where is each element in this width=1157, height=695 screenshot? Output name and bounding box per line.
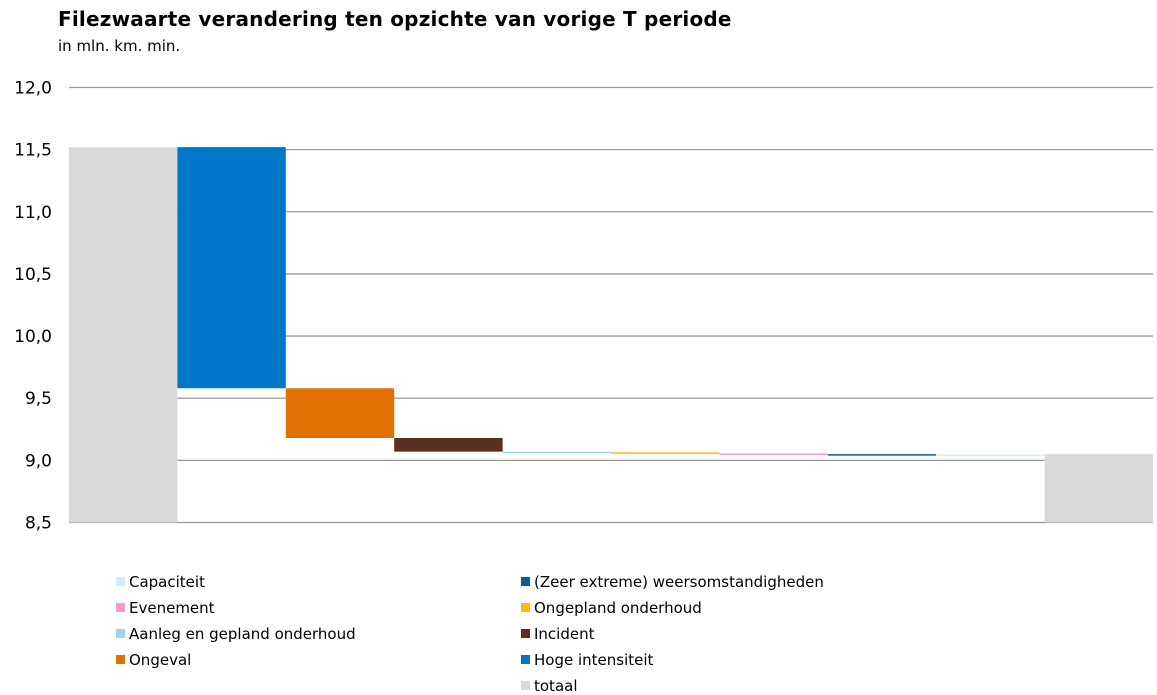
legend-label: Capaciteit xyxy=(129,573,205,591)
legend-label: Incident xyxy=(534,625,595,643)
legend-swatch xyxy=(521,681,530,690)
y-tick-label: 8,5 xyxy=(25,514,52,534)
waterfall-bar xyxy=(827,454,937,456)
waterfall-bar xyxy=(1044,454,1153,523)
legend-swatch xyxy=(116,655,125,664)
waterfall-bar xyxy=(394,437,503,452)
waterfall-bar xyxy=(502,451,611,454)
legend-label: (Zeer extreme) weersomstandigheden xyxy=(534,573,824,591)
legend-swatch xyxy=(116,629,125,638)
legend-swatch xyxy=(521,655,530,664)
waterfall-bar xyxy=(719,453,828,456)
legend-label: Aanleg en gepland onderhoud xyxy=(129,625,356,643)
y-tick-label: 9,0 xyxy=(25,451,52,471)
y-tick-label: 10,5 xyxy=(14,265,52,285)
waterfall-bar xyxy=(69,147,178,523)
chart-title: Filezwaarte verandering ten opzichte van… xyxy=(58,7,732,31)
y-tick-label: 10,0 xyxy=(14,327,52,347)
y-tick-label: 9,5 xyxy=(25,389,52,409)
legend-swatch xyxy=(521,577,530,586)
legend-label: Ongepland onderhoud xyxy=(534,599,702,617)
legend-swatch xyxy=(521,603,530,612)
y-tick-label: 12,0 xyxy=(14,79,52,99)
waterfall-chart: 8,5 9,0 9,5 10,0 10,5 11,0 11,5 12,0 xyxy=(14,79,1153,534)
legend-label: Hoge intensiteit xyxy=(534,651,654,669)
legend-swatch xyxy=(521,629,530,638)
y-tick-label: 11,0 xyxy=(14,203,52,223)
y-tick-label: 11,5 xyxy=(14,141,52,161)
waterfall-bar xyxy=(177,147,286,389)
legend-label: Evenement xyxy=(129,599,215,617)
waterfall-bar xyxy=(285,388,395,438)
waterfall-bar xyxy=(611,452,720,454)
legend-label: totaal xyxy=(534,677,578,695)
legend-label: Ongeval xyxy=(129,651,192,669)
legend-swatch xyxy=(116,577,125,586)
legend-swatch xyxy=(116,603,125,612)
waterfall-bar xyxy=(936,454,1045,456)
chart-subtitle: in mln. km. min. xyxy=(58,37,181,55)
